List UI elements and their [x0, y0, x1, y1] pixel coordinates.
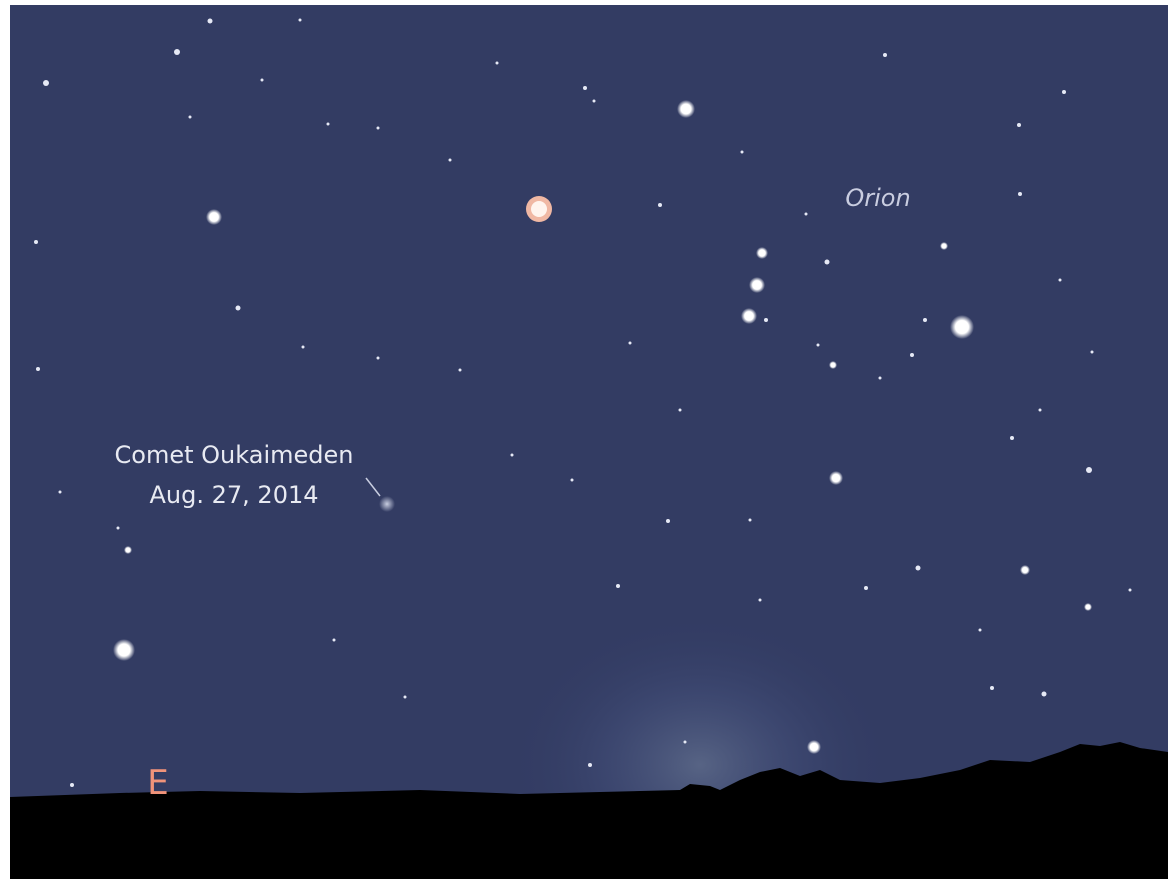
star	[1129, 589, 1132, 592]
star	[990, 686, 994, 690]
star	[950, 315, 974, 339]
star	[174, 49, 180, 55]
star	[459, 369, 462, 372]
star	[117, 527, 120, 530]
comet	[379, 496, 395, 512]
star	[59, 491, 62, 494]
star	[449, 159, 452, 162]
planet-core	[531, 201, 547, 217]
star	[741, 308, 757, 324]
star	[1086, 467, 1092, 473]
star	[1010, 436, 1014, 440]
star	[756, 247, 768, 259]
star	[377, 357, 380, 360]
star	[923, 318, 927, 322]
star	[749, 277, 765, 293]
star	[377, 127, 380, 130]
comet-label: Comet Oukaimeden	[115, 441, 354, 469]
star	[593, 100, 596, 103]
star	[1059, 279, 1062, 282]
star	[189, 116, 192, 119]
star	[616, 584, 620, 588]
star	[299, 19, 302, 22]
star	[883, 53, 887, 57]
star	[879, 377, 882, 380]
star	[583, 86, 587, 90]
star	[113, 639, 135, 661]
star	[1020, 565, 1030, 575]
star	[124, 546, 132, 554]
star	[666, 519, 670, 523]
star	[327, 123, 330, 126]
star	[741, 151, 744, 154]
star	[829, 361, 837, 369]
star	[1042, 692, 1047, 697]
star	[302, 346, 305, 349]
star	[759, 599, 762, 602]
star	[805, 213, 808, 216]
sky-chart: Orion Comet Oukaimeden Aug. 27, 2014 E	[0, 0, 1168, 879]
star	[749, 519, 752, 522]
star	[571, 479, 574, 482]
star	[684, 741, 687, 744]
star	[1018, 192, 1022, 196]
star	[34, 240, 38, 244]
direction-label: E	[147, 763, 168, 803]
star	[496, 62, 499, 65]
star	[864, 586, 868, 590]
star	[261, 79, 264, 82]
star	[236, 306, 241, 311]
star	[817, 344, 820, 347]
star	[916, 566, 921, 571]
star	[1084, 603, 1092, 611]
star	[588, 763, 592, 767]
star	[940, 242, 948, 250]
star	[70, 783, 74, 787]
star	[829, 471, 843, 485]
star	[333, 639, 336, 642]
star	[979, 629, 982, 632]
star	[404, 696, 407, 699]
star	[1039, 409, 1042, 412]
page: Orion Comet Oukaimeden Aug. 27, 2014 E (…	[0, 0, 1168, 879]
star	[208, 19, 213, 24]
star	[677, 100, 695, 118]
star	[658, 203, 662, 207]
star	[807, 740, 821, 754]
star	[43, 80, 49, 86]
star	[825, 260, 830, 265]
star	[1062, 90, 1066, 94]
star	[910, 353, 914, 357]
star	[206, 209, 222, 225]
constellation-label: Orion	[845, 184, 910, 212]
star	[511, 454, 514, 457]
star	[36, 367, 40, 371]
star	[764, 318, 768, 322]
star	[1091, 351, 1094, 354]
star	[679, 409, 682, 412]
star	[1017, 123, 1021, 127]
comet-date: Aug. 27, 2014	[150, 481, 319, 509]
star	[629, 342, 632, 345]
